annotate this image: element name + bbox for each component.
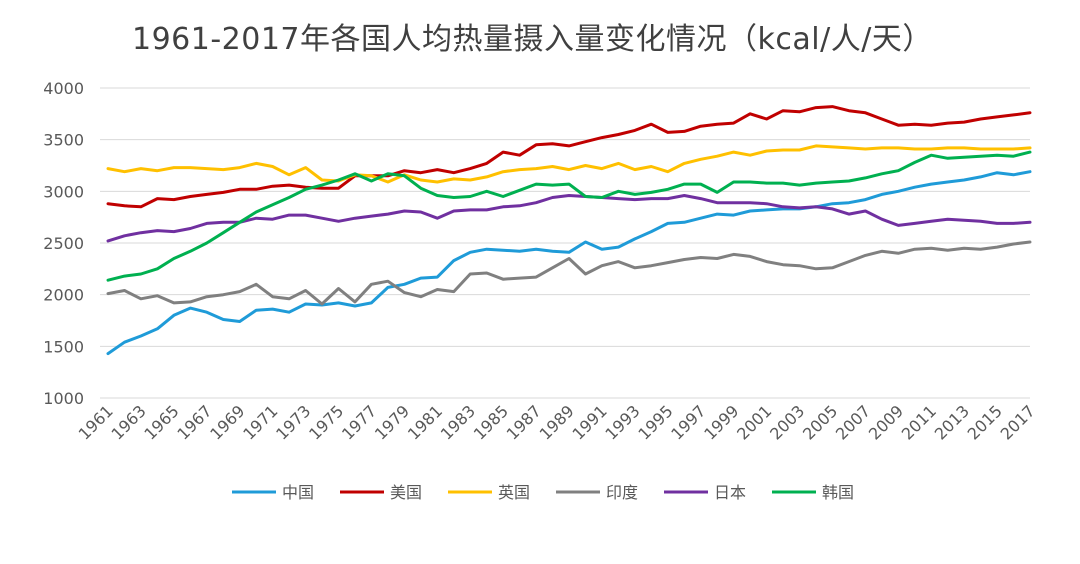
x-tick-label: 2005 xyxy=(799,401,841,443)
legend-label-3: 英国 xyxy=(498,483,530,502)
y-tick-label: 1000 xyxy=(43,389,84,408)
x-tick-label: 2011 xyxy=(898,401,940,443)
y-tick-label: 1500 xyxy=(43,337,84,356)
x-tick-label: 1965 xyxy=(140,401,182,443)
y-tick-label: 3000 xyxy=(43,182,84,201)
x-tick-label: 2007 xyxy=(832,401,874,443)
x-axis: 1961196319651967196919711973197519771979… xyxy=(75,401,1039,443)
x-tick-label: 1981 xyxy=(404,401,446,443)
x-tick-label: 1995 xyxy=(634,401,676,443)
series-line-6 xyxy=(106,150,1032,282)
legend-label-2: 美国 xyxy=(390,483,422,502)
x-tick-label: 1971 xyxy=(239,401,281,443)
y-axis: 1000 1500 2000 2500 3000 3500 4000 xyxy=(43,79,84,408)
x-tick-label: 1993 xyxy=(601,401,643,443)
series-line-5 xyxy=(106,194,1032,243)
x-tick-label: 1963 xyxy=(108,401,150,443)
x-tick-label: 2015 xyxy=(964,401,1006,443)
x-tick-label: 1969 xyxy=(206,401,248,443)
chart-title: 1961-2017年各国人均热量摄入量变化情况（kcal/人/天） xyxy=(132,22,933,57)
x-tick-label: 2017 xyxy=(997,401,1039,443)
legend-label-1: 中国 xyxy=(282,483,314,502)
legend-label-4: 印度 xyxy=(606,483,638,502)
x-tick-label: 1997 xyxy=(667,401,709,443)
series-line-3 xyxy=(106,144,1032,184)
legend-label-5: 日本 xyxy=(714,483,746,502)
x-tick-label: 1991 xyxy=(569,401,611,443)
x-tick-label: 1989 xyxy=(536,401,578,443)
legend-label-6: 韩国 xyxy=(822,483,854,502)
x-tick-label: 2003 xyxy=(766,401,808,443)
x-tick-label: 1983 xyxy=(437,401,479,443)
y-tick-label: 4000 xyxy=(43,79,84,98)
x-tick-label: 1985 xyxy=(470,401,512,443)
legend: 中国 美国 英国 印度 日本 韩国 xyxy=(232,483,854,502)
series-line-1 xyxy=(106,170,1032,356)
x-tick-label: 1999 xyxy=(700,401,742,443)
x-tick-label: 2009 xyxy=(865,401,907,443)
series-line-4 xyxy=(106,240,1032,306)
y-tick-label: 2500 xyxy=(43,234,84,253)
x-tick-label: 1979 xyxy=(371,401,413,443)
series-line-2 xyxy=(106,105,1032,209)
x-tick-label: 1987 xyxy=(503,401,545,443)
y-tick-label: 2000 xyxy=(43,286,84,305)
x-tick-label: 2013 xyxy=(931,401,973,443)
x-tick-label: 1975 xyxy=(305,401,347,443)
y-tick-label: 3500 xyxy=(43,131,84,150)
x-tick-label: 1967 xyxy=(173,401,215,443)
x-tick-label: 1977 xyxy=(338,401,380,443)
series-layer xyxy=(106,105,1032,356)
grid-layer xyxy=(100,87,1030,399)
x-tick-label: 2001 xyxy=(733,401,775,443)
x-tick-label: 1973 xyxy=(272,401,314,443)
